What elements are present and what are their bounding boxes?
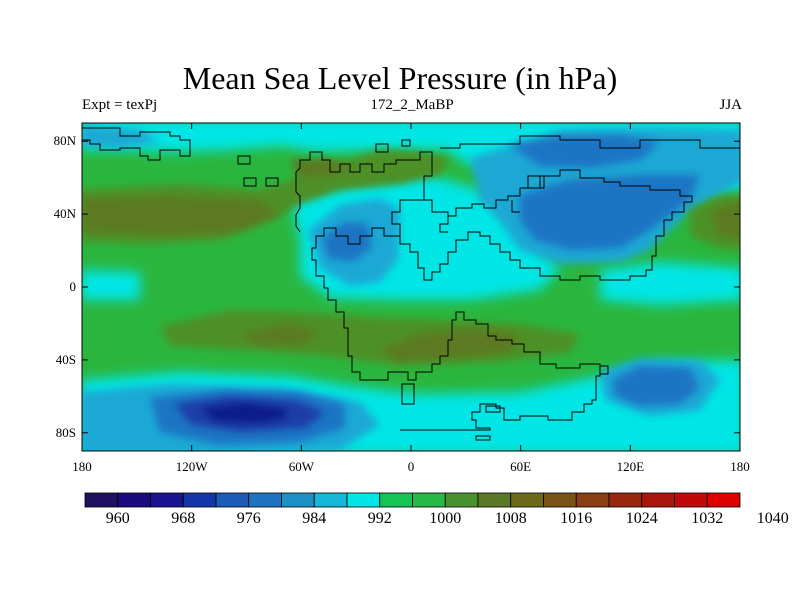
colorbar-swatch <box>608 492 643 508</box>
lon-tick-label: 180 <box>72 459 92 474</box>
coastlines <box>82 127 740 441</box>
colorbar-swatch <box>313 492 348 508</box>
field-olive-arctic-strip <box>290 158 355 178</box>
coastline-pangea-interior <box>391 199 520 236</box>
colorbar-swatch <box>706 492 741 508</box>
lon-tick-label: 120E <box>616 459 645 474</box>
colorbar-label: 1008 <box>494 510 527 527</box>
colorbar-swatch <box>510 492 544 508</box>
field-olive-north-panthalassa <box>82 196 280 236</box>
field-olive-south-tethys <box>380 328 520 362</box>
field-olive-south-panthalassa <box>240 324 320 346</box>
field-midblue-asia <box>520 175 700 250</box>
run-label: 172_2_MaBP <box>370 97 454 113</box>
lat-tick-label: 40N <box>53 206 76 222</box>
lat-tick-label: 40S <box>55 351 76 367</box>
field-midblue-asia-north <box>510 135 660 168</box>
colorbar-swatch <box>248 492 282 508</box>
colorbar-swatch <box>150 492 184 508</box>
lat-tick-label: 80S <box>55 424 76 440</box>
lon-tick-label: 0 <box>407 459 415 474</box>
colorbar-swatch <box>281 492 315 508</box>
colorbar-swatch <box>674 492 708 508</box>
lon-tick-label: 180 <box>730 459 750 474</box>
field-cyan-tropics-east <box>600 262 740 305</box>
colorbar-swatch <box>182 492 217 508</box>
lat-tick-label: 80N <box>53 133 76 149</box>
colorbar-label: 976 <box>236 510 261 527</box>
colorbar-swatch <box>543 492 577 508</box>
field-olive-east-tethys <box>712 201 740 239</box>
colorbar-label: 984 <box>302 510 327 527</box>
colorbar-swatch <box>346 492 381 508</box>
lat-tick-label: 0 <box>69 279 77 294</box>
colorbar-label: 960 <box>105 510 130 527</box>
colorbar-swatch <box>641 492 675 508</box>
field-deepest-south <box>200 402 288 424</box>
chart-title: Mean Sea Level Pressure (in hPa) <box>182 60 618 96</box>
colorbar-swatch <box>412 492 446 508</box>
experiment-label: Expt = texPj <box>82 97 158 113</box>
coastline-arctic-east <box>440 135 740 149</box>
field-midblue-southeast <box>612 366 700 406</box>
colorbar <box>84 492 741 508</box>
field-midblue-pangea <box>322 222 372 262</box>
colorbar-swatch <box>215 492 250 508</box>
lon-tick-label: 60E <box>510 459 532 474</box>
lon-tick-label: 60W <box>288 459 314 474</box>
colorbar-swatch <box>575 492 610 508</box>
colorbar-label: 1000 <box>429 510 462 527</box>
coastline-pangea <box>295 151 693 431</box>
map-fields <box>82 123 740 451</box>
colorbar-label: 1024 <box>625 510 658 527</box>
colorbar-swatch <box>379 492 413 508</box>
colorbar-swatch <box>444 492 479 508</box>
colorbar-label: 992 <box>367 510 392 527</box>
lon-tick-label: 120W <box>175 459 208 474</box>
colorbar-swatch <box>117 492 151 508</box>
lon-ticks <box>81 123 741 451</box>
colorbar-label: 968 <box>171 510 196 527</box>
colorbar-swatch <box>477 492 512 508</box>
colorbar-label: 1032 <box>691 510 724 527</box>
season-label: JJA <box>719 97 742 113</box>
colorbar-label: 1040 <box>756 510 789 527</box>
coastline-islands <box>237 139 609 441</box>
lat-ticks <box>82 140 740 434</box>
colorbar-swatch <box>84 492 119 508</box>
field-cyan-atlantic <box>82 270 140 300</box>
coastline-arctic-north <box>82 127 191 161</box>
colorbar-label: 1016 <box>560 510 593 527</box>
